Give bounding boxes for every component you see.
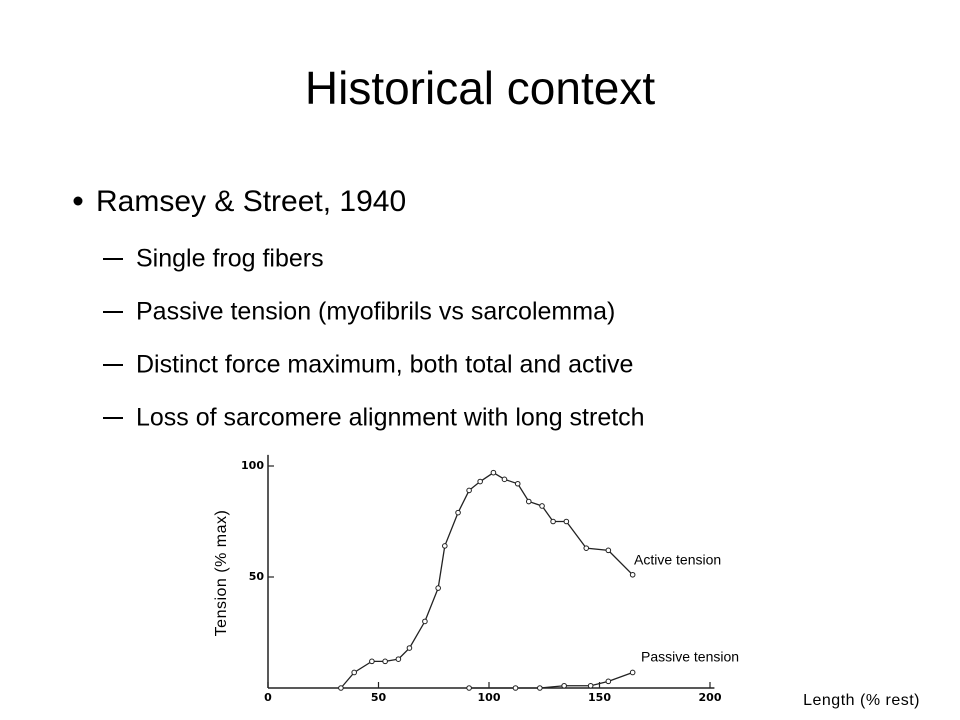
data-point: [455, 509, 461, 516]
sub-bullets: Single frog fibers Passive tension (myof…: [103, 245, 645, 432]
sub-bullet-text: Passive tension (myofibrils vs sarcolemm…: [136, 298, 615, 326]
data-point: [525, 498, 532, 505]
sub-bullet-text: Distinct force maximum, both total and a…: [136, 351, 633, 379]
data-point: [477, 478, 483, 485]
y-axis-label: Tension (% max): [213, 510, 230, 637]
data-point: [563, 518, 570, 525]
data-point: [442, 543, 448, 549]
data-point: [587, 682, 594, 689]
x-tick-label: 100: [478, 691, 501, 704]
data-point: [629, 669, 636, 676]
data-point: [539, 503, 545, 509]
data-point: [466, 487, 472, 494]
x-tick-label: 150: [588, 691, 611, 704]
data-point: [466, 685, 472, 691]
x-tick-label: 200: [699, 691, 722, 704]
x-tick-label: 50: [371, 691, 387, 704]
x-axis-label: Length (% rest): [803, 692, 920, 709]
data-point: [490, 469, 497, 476]
data-point: [422, 618, 428, 625]
data-point: [395, 656, 402, 662]
data-point: [605, 547, 612, 554]
data-point: [550, 518, 556, 525]
data-point: [512, 685, 519, 691]
sub-bullet-text: Loss of sarcomere alignment with long st…: [136, 404, 645, 432]
data-point: [382, 658, 388, 665]
data-point: [435, 585, 441, 591]
data-point: [406, 645, 413, 651]
data-point: [561, 682, 567, 689]
data-point: [514, 480, 521, 487]
data-point: [338, 685, 344, 691]
x-tick-label: 0: [264, 691, 272, 704]
annotation: Active tension: [634, 552, 721, 568]
data-point: [537, 685, 543, 691]
data-point: [605, 678, 612, 685]
data-point: [583, 545, 590, 551]
data-point: [629, 571, 636, 578]
bullet-text: Ramsey & Street, 1940: [96, 185, 406, 218]
data-point: [351, 669, 357, 676]
annotation: Passive tension: [641, 649, 739, 665]
slide-title: Historical context: [305, 62, 655, 114]
sub-bullet-text: Single frog fibers: [136, 245, 324, 273]
data-point: [501, 476, 508, 483]
bullet-dot: [73, 196, 83, 206]
y-tick-label: 50: [249, 570, 265, 583]
data-point: [369, 658, 375, 665]
y-tick-label: 100: [241, 459, 264, 472]
series-line: [340, 471, 634, 689]
